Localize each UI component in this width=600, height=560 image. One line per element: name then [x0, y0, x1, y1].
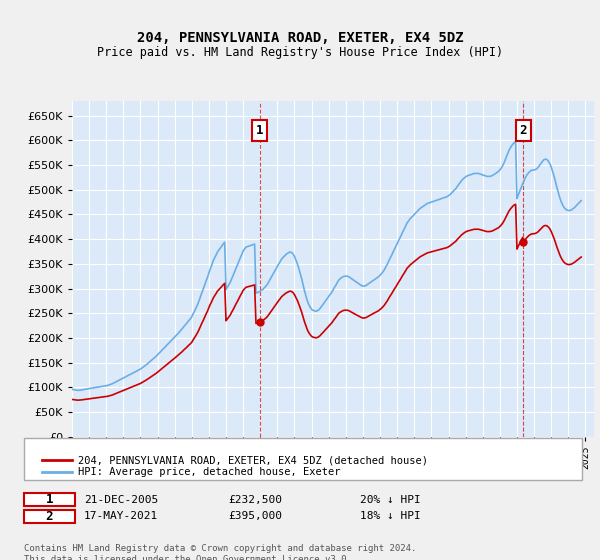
- Text: 20% ↓ HPI: 20% ↓ HPI: [360, 494, 421, 505]
- Text: £395,000: £395,000: [228, 511, 282, 521]
- Text: 204, PENNSYLVANIA ROAD, EXETER, EX4 5DZ (detached house): 204, PENNSYLVANIA ROAD, EXETER, EX4 5DZ …: [78, 455, 428, 465]
- Text: 21-DEC-2005: 21-DEC-2005: [84, 494, 158, 505]
- Text: 1: 1: [256, 124, 263, 137]
- Text: 204, PENNSYLVANIA ROAD, EXETER, EX4 5DZ: 204, PENNSYLVANIA ROAD, EXETER, EX4 5DZ: [137, 31, 463, 45]
- Text: 2: 2: [520, 124, 527, 137]
- Text: 2: 2: [46, 510, 53, 523]
- Text: Price paid vs. HM Land Registry's House Price Index (HPI): Price paid vs. HM Land Registry's House …: [97, 46, 503, 59]
- Text: 1: 1: [46, 493, 53, 506]
- Text: HPI: Average price, detached house, Exeter: HPI: Average price, detached house, Exet…: [78, 466, 341, 477]
- Text: 18% ↓ HPI: 18% ↓ HPI: [360, 511, 421, 521]
- Text: £232,500: £232,500: [228, 494, 282, 505]
- Text: Contains HM Land Registry data © Crown copyright and database right 2024.
This d: Contains HM Land Registry data © Crown c…: [24, 544, 416, 560]
- Text: 17-MAY-2021: 17-MAY-2021: [84, 511, 158, 521]
